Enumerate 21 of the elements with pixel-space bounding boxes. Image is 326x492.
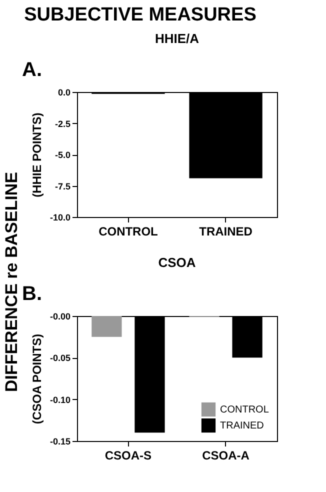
y-tick-label: 0.0 — [58, 88, 70, 98]
y-tick-label: -0.15 — [50, 436, 70, 446]
chart-title: HHIE/A — [154, 31, 200, 46]
y-tick-label: -10.0 — [50, 212, 70, 222]
y-axis-title: (CSOA POINTS) — [30, 334, 44, 424]
y-tick-label: -7.5 — [54, 181, 70, 192]
y-tick-label: -0.10 — [50, 394, 70, 405]
legend-label: TRAINED — [220, 420, 264, 432]
text: B. — [22, 283, 42, 305]
text: DIFFERENCE re BASELINE — [2, 172, 21, 392]
legend-label: CONTROL — [220, 404, 270, 416]
y-tick-label: -5.0 — [54, 150, 70, 160]
x-tick-label: CSOA-S — [104, 448, 152, 462]
chart-title: CSOA — [158, 255, 196, 270]
y-tick-label: -0.05 — [50, 353, 70, 364]
x-tick-label: CSOA-A — [202, 448, 250, 462]
y-tick-label: -0.00 — [50, 312, 70, 322]
y-axis-title: (HHIE POINTS) — [30, 112, 44, 198]
text: SUBJECTIVE MEASURES — [24, 4, 256, 26]
text: A. — [22, 59, 42, 81]
y-tick-label: -2.5 — [54, 118, 70, 129]
